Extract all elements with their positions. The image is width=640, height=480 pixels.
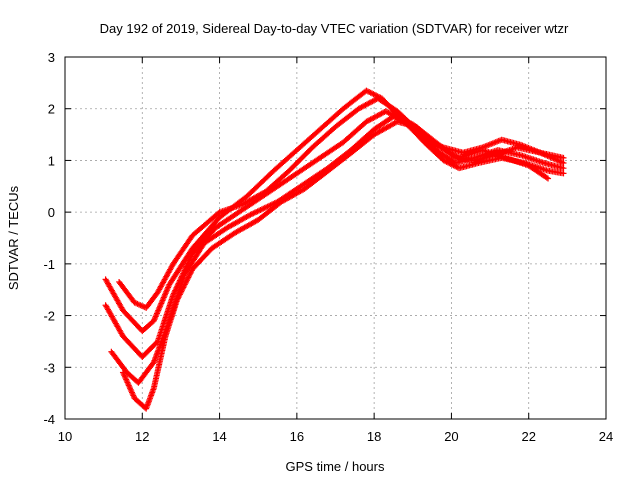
y-tick-label: 0	[48, 205, 55, 220]
x-axis-label: GPS time / hours	[286, 459, 385, 474]
x-tick-label: 24	[599, 429, 613, 444]
data-point	[543, 174, 550, 181]
x-tick-label: 20	[444, 429, 458, 444]
y-tick-label: 3	[48, 50, 55, 65]
data-point	[560, 160, 567, 167]
series-5	[119, 118, 552, 412]
y-tick-label: -2	[43, 309, 55, 324]
data-point	[545, 175, 552, 182]
y-tick-label: -3	[43, 360, 55, 375]
data-point	[560, 165, 567, 172]
grid	[65, 57, 606, 419]
data-series	[102, 87, 567, 412]
series-4	[108, 113, 567, 386]
y-tick-label: -4	[43, 412, 55, 427]
x-tick-label: 16	[290, 429, 304, 444]
x-tick-label: 18	[367, 429, 381, 444]
y-tick-label: 1	[48, 153, 55, 168]
y-axis-label: SDTVAR / TECUs	[6, 185, 21, 290]
series-1	[102, 87, 567, 335]
y-tick-label: 2	[48, 102, 55, 117]
series-2	[116, 95, 567, 311]
x-tick-label: 10	[58, 429, 72, 444]
chart-title: Day 192 of 2019, Sidereal Day-to-day VTE…	[100, 21, 569, 36]
x-tick-label: 22	[521, 429, 535, 444]
y-tick-label: -1	[43, 257, 55, 272]
data-point	[560, 170, 567, 177]
x-tick-label: 14	[212, 429, 226, 444]
data-point	[560, 154, 567, 161]
plot-frame	[64, 56, 607, 420]
x-tick-label: 12	[135, 429, 149, 444]
